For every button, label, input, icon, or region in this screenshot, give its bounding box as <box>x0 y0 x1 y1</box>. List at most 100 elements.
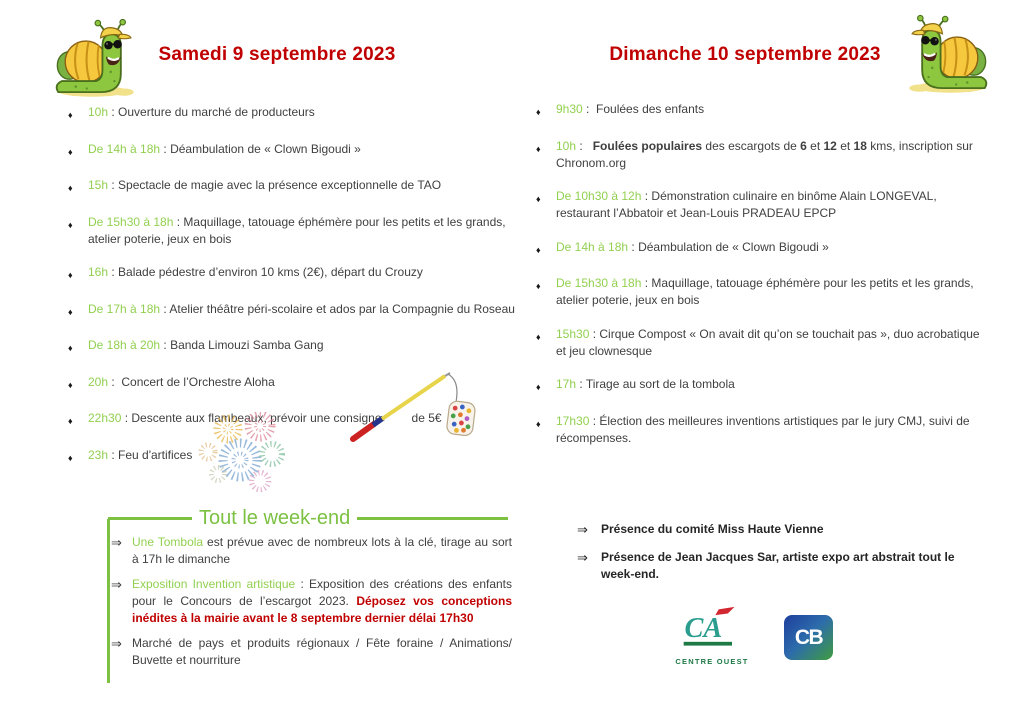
weekend-title: Tout le week-end <box>199 507 351 529</box>
event-item: ♦ De 15h30 à 18h : Maquillage, tatouage é… <box>536 275 990 309</box>
text-segment: Présence de Jean Jacques Sar, artiste ex… <box>601 550 958 581</box>
event-item: ♦ De 17h à 18h : Atelier théâtre péri-sco… <box>68 301 518 321</box>
item-text: Marché de pays et produits régionaux / F… <box>132 635 512 669</box>
event-time: De 18h à 20h <box>88 338 161 352</box>
item-text: 9h30 : Foulées des enfants <box>556 101 990 121</box>
item-text: 23h : Feu d'artifices <box>88 447 518 467</box>
text-segment: et <box>806 138 824 153</box>
text-segment: : Feu d'artifices <box>108 447 193 462</box>
text-segment: : Déambulation de « Clown Bigoudi » <box>628 239 829 254</box>
weekend-rule-right <box>357 517 508 520</box>
event-time: De 15h30 à 18h <box>556 276 642 290</box>
double-arrow-icon: ⇒ <box>577 522 588 537</box>
event-time: 23h <box>88 447 109 462</box>
bullet-diamond-icon: ♦ <box>68 452 73 463</box>
double-arrow-icon: ⇒ <box>111 636 122 651</box>
bullet-diamond-icon: ♦ <box>68 219 73 230</box>
event-time: De 17h à 18h <box>88 301 161 316</box>
item-text: Une Tombola est prévue avec de nombreux … <box>132 534 512 568</box>
bullet-diamond-icon: ♦ <box>68 343 73 353</box>
event-item: ♦ 20h : Concert de l’Orchestre Aloha <box>68 374 518 394</box>
bullet-diamond-icon: ♦ <box>536 107 541 117</box>
item-text: De 15h30 à 18h : Maquillage, tatouage ép… <box>556 275 990 309</box>
text-segment: 6 <box>800 138 807 153</box>
event-time: De 15h30 à 18h <box>88 214 174 229</box>
item-text: 15h30 : Cirque Compost « On avait dit qu… <box>556 326 990 360</box>
weekend-item: ⇒ Marché de pays et produits régionaux / … <box>111 635 512 669</box>
item-text: 16h : Balade pédestre d’environ 10 kms (… <box>88 264 518 284</box>
text-segment: : Maquillage, tatouage éphémère pour les… <box>556 276 977 307</box>
text-segment: : Tirage au sort de la tombola <box>576 377 735 391</box>
presence-note-list: ⇒ Présence du comité Miss Haute Vienne ⇒ Pr… <box>577 521 979 594</box>
event-time: 17h30 <box>556 413 590 428</box>
double-arrow-icon: ⇒ <box>111 535 122 550</box>
event-item: ♦ De 14h à 18h : Déambulation de « Clown … <box>536 239 990 259</box>
text-segment: Marché de pays et produits régionaux / F… <box>132 636 516 667</box>
item-text: 17h30 : Élection des meilleures inventio… <box>556 413 990 447</box>
event-item: ♦ 10h : Foulées populaires des escargots … <box>536 138 990 172</box>
text-segment: : Banda Limouzi Samba Gang <box>160 338 324 352</box>
event-time: 17h <box>556 377 577 391</box>
text-segment: est prévue avec de nombreux lots à la cl… <box>132 535 516 566</box>
credit-agricole-ca-icon: CA <box>683 606 735 646</box>
event-item: ♦ 9h30 : Foulées des enfants <box>536 101 990 121</box>
bullet-diamond-icon: ♦ <box>68 110 73 120</box>
bullet-diamond-icon: ♦ <box>536 194 541 204</box>
weekend-item: ⇒ Une Tombola est prévue avec de nombreux… <box>111 534 512 568</box>
item-text: Exposition Invention artistique : Exposi… <box>132 576 512 627</box>
text-segment: : <box>576 138 593 153</box>
cb-letters: CB <box>794 625 824 649</box>
snail-mascot-icon <box>55 18 134 97</box>
saturday-title: Samedi 9 septembre 2023 <box>158 44 396 65</box>
item-text: De 10h30 à 12h : Démonstration culinaire… <box>556 188 990 222</box>
item-text: 10h : Ouverture du marché de producteurs <box>88 104 518 124</box>
item-text: De 15h30 à 18h : Maquillage, tatouage ép… <box>88 214 518 248</box>
text-segment: : Atelier théâtre péri-scolaire et ados … <box>160 301 515 316</box>
item-text: Présence du comité Miss Haute Vienne <box>601 521 979 538</box>
bullet-diamond-icon: ♦ <box>536 382 541 392</box>
text-segment: et <box>836 138 854 153</box>
event-time: De 10h30 à 12h <box>556 189 642 203</box>
weekend-rule-left <box>108 517 192 520</box>
item-text: 20h : Concert de l’Orchestre Aloha <box>88 374 518 394</box>
weekend-item: ⇒ Exposition Invention artistique : Expos… <box>111 576 512 627</box>
saturday-event-list: ♦ 10h : Ouverture du marché de producteur… <box>68 104 518 483</box>
text-segment: : Démonstration culinaire en binôme Alai… <box>556 189 941 220</box>
text-segment: Présence du comité Miss Haute Vienne <box>601 522 824 536</box>
text-segment: : Concert de l’Orchestre Aloha <box>108 374 275 389</box>
fireworks-clipart-icon <box>198 412 285 493</box>
item-text: De 17h à 18h : Atelier théâtre péri-scol… <box>88 301 518 321</box>
event-time: De 14h à 18h <box>88 141 161 156</box>
event-item: ♦ 17h30 : Élection des meilleures inventi… <box>536 413 990 447</box>
bullet-diamond-icon: ♦ <box>536 143 541 154</box>
weekend-item-list: ⇒ Une Tombola est prévue avec de nombreux… <box>111 534 512 677</box>
weekend-bracket-line <box>107 519 110 683</box>
text-segment: : Spectacle de magie avec la présence ex… <box>108 178 442 192</box>
item-text: 17h : Tirage au sort de la tombola <box>556 376 990 396</box>
item-text: 10h : Foulées populaires des escargots d… <box>556 138 990 172</box>
text-segment: kms, inscription sur Chronom.org <box>556 138 977 170</box>
paper-lantern-stick-icon <box>350 372 476 442</box>
text-segment: Déposez vos conceptions inédites à la ma… <box>132 594 516 625</box>
event-item: ♦ 17h : Tirage au sort de la tombola <box>536 376 990 396</box>
bullet-diamond-icon: ♦ <box>68 270 73 280</box>
item-text: 15h : Spectacle de magie avec la présenc… <box>88 177 518 197</box>
text-segment: : Maquillage, tatouage éphémère pour les… <box>88 214 509 246</box>
event-item: ♦ De 18h à 20h : Banda Limouzi Samba Gang <box>68 337 518 357</box>
weekend-title-row: Tout le week-end <box>108 507 508 530</box>
item-text: De 18h à 20h : Banda Limouzi Samba Gang <box>88 337 518 357</box>
text-segment: : Foulées des enfants <box>582 102 705 116</box>
text-segment: : Élection des meilleures inventions art… <box>556 413 973 445</box>
text-segment: : Déambulation de « Clown Bigoudi » <box>160 141 361 156</box>
bullet-diamond-icon: ♦ <box>68 379 73 390</box>
event-time: 20h <box>88 374 109 389</box>
text-segment: 12 <box>823 138 837 153</box>
event-time: Une Tombola <box>132 535 204 549</box>
bullet-diamond-icon: ♦ <box>536 418 541 429</box>
text-segment: : Cirque Compost « On avait dit qu’on se… <box>556 326 983 358</box>
text-segment: : Ouverture du marché de producteurs <box>108 105 315 119</box>
item-text: De 14h à 18h : Déambulation de « Clown B… <box>88 141 518 161</box>
credit-agricole-logo: CA CENTRE OUEST <box>668 606 756 666</box>
snail-mascot-mirrored-icon <box>909 14 988 93</box>
bullet-diamond-icon: ♦ <box>536 331 541 342</box>
